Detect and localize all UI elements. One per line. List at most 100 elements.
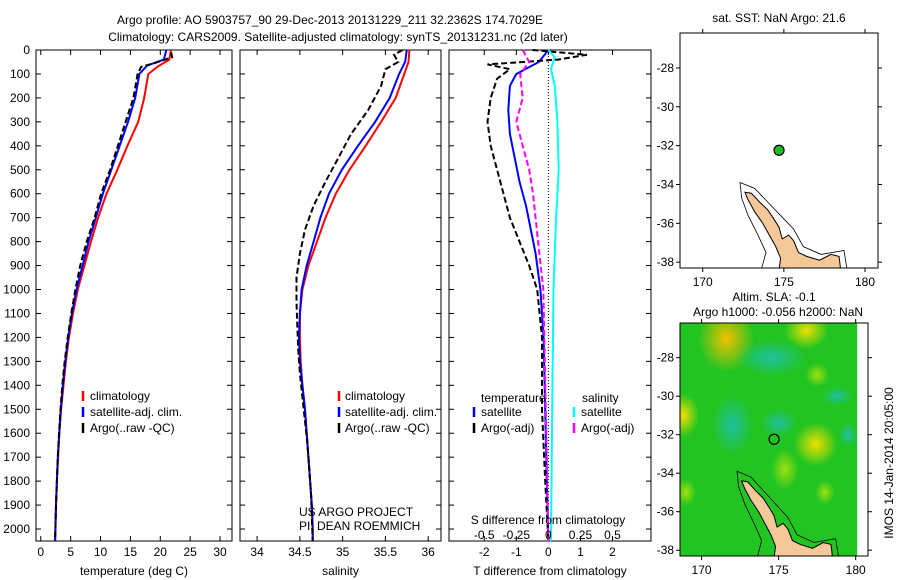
lat-tick-label: -38 xyxy=(657,255,675,269)
x-axis-label: salinity xyxy=(322,564,359,578)
lat-tick-label: -30 xyxy=(657,100,675,114)
panel-temperature: 0100200300400500600700800900100011001200… xyxy=(3,43,233,578)
land-north-island xyxy=(744,191,841,268)
y-tick-label: 200 xyxy=(10,91,30,105)
series-line-satellite-adj-clim- xyxy=(297,49,408,541)
y-tick-label: 1600 xyxy=(3,426,30,440)
y-tick-label: 1100 xyxy=(4,306,30,320)
land-north-island xyxy=(740,480,833,556)
shelf-contour xyxy=(736,470,839,556)
lon-tick-label: 170 xyxy=(692,563,712,577)
x-tick-label: 15 xyxy=(124,545,138,559)
x-tick-label: 0 xyxy=(37,545,44,559)
x-axis-label: temperature (deg C) xyxy=(80,564,188,578)
legend-label: climatology xyxy=(345,389,405,403)
panel-difference: -2 -1 0 1 2 T difference from climatology temp… xyxy=(448,49,652,578)
sla-anomaly-blob xyxy=(680,393,700,438)
sla-anomaly-blob xyxy=(760,409,797,438)
lon-tick-label: 175 xyxy=(769,563,789,577)
map-frame xyxy=(679,322,869,557)
x-tick-label: -2 xyxy=(479,545,490,559)
panel-salinity: 34 34.5 35 35.5 36 salinity climatology satelli… xyxy=(239,49,442,578)
x2-tick-label: 0.25 xyxy=(569,528,593,542)
y-tick-label: 100 xyxy=(10,67,30,81)
x-tick-label: 2 xyxy=(609,545,616,559)
sla-anomaly-blob xyxy=(735,339,806,376)
x-tick-label: 1 xyxy=(577,545,584,559)
project-annotation: US ARGO PROJECT xyxy=(299,505,414,519)
plot-frame xyxy=(35,49,233,542)
x2-tick-label: 0 xyxy=(545,528,552,542)
legend-label: Argo(-adj) xyxy=(581,421,634,435)
map-title-line-2: Argo h1000: -0.056 h2000: NaN xyxy=(693,305,863,319)
y-tick-label: 900 xyxy=(10,259,30,273)
y-tick-label: 1500 xyxy=(3,402,30,416)
x-tick-label: 25 xyxy=(183,545,197,559)
legend-label: climatology xyxy=(90,389,150,403)
y-tick-label: 1200 xyxy=(3,330,30,344)
lon-tick-label: 175 xyxy=(774,275,794,289)
y-tick-label: 1400 xyxy=(3,378,30,392)
plot-frame xyxy=(239,49,442,542)
lat-tick-label: -28 xyxy=(657,61,675,75)
side-stamp: IMOS 14-Jan-2014 20:05:00 xyxy=(882,387,896,539)
sla-anomaly-blob xyxy=(837,422,858,447)
map-sla-map: 170 175 180 -28 -30 -32 -34 -36 -38 Altim. SLA: -… xyxy=(657,290,872,577)
x2-tick-label: 0.5 xyxy=(604,528,621,542)
series-line-climatology xyxy=(54,49,172,542)
plot-frame xyxy=(448,49,652,542)
map-content xyxy=(680,323,868,556)
lat-tick-label: -36 xyxy=(657,216,675,230)
x-tick-label: 34.5 xyxy=(288,545,312,559)
title-line-1: Argo profile: AO 5903757_90 29-Dec-2013 … xyxy=(117,13,543,27)
map-title: sat. SST: NaN Argo: 21.6 xyxy=(712,11,846,25)
y-tick-label: 2000 xyxy=(3,522,30,536)
lat-tick-label: -34 xyxy=(657,177,675,191)
series-line-temperature-satellite xyxy=(507,49,550,542)
pi-annotation: PI: DEAN ROEMMICH xyxy=(299,519,420,533)
legend-title-salinity: salinity xyxy=(582,391,619,405)
series-line-satellite-adj-clim- xyxy=(54,49,168,542)
sla-anomaly-blob xyxy=(680,478,697,507)
y-tick-label: 400 xyxy=(10,139,30,153)
series-line-argo-raw-qc- xyxy=(54,52,174,542)
x-tick-label: -1 xyxy=(511,545,522,559)
x-tick-label: 5 xyxy=(67,545,74,559)
x-tick-label: 20 xyxy=(154,545,168,559)
y-tick-label: 1800 xyxy=(3,474,30,488)
lat-tick-label: -32 xyxy=(657,139,675,153)
y-tick-label: 0 xyxy=(23,43,30,57)
x-tick-label: 0 xyxy=(545,545,552,559)
legend-label: Argo(-adj) xyxy=(481,421,534,435)
x-axis-label: T difference from climatology xyxy=(473,564,627,578)
x-tick-label: 34 xyxy=(250,545,264,559)
x2-tick-label: -0.25 xyxy=(503,528,531,542)
legend-label: satellite-adj. clim. xyxy=(90,405,182,419)
x2-axis-label: S difference from climatology xyxy=(471,513,626,527)
series-line-argo-raw-qc- xyxy=(295,49,403,542)
y-tick-label: 1900 xyxy=(3,498,30,512)
x-tick-label: 35 xyxy=(336,545,350,559)
series-line-salinity-satellite xyxy=(547,49,560,542)
lon-tick-label: 170 xyxy=(693,275,713,289)
sla-anomaly-blob xyxy=(822,386,853,407)
map-title-line-1: Altim. SLA: -0.1 xyxy=(732,290,816,304)
y-tick-label: 700 xyxy=(10,211,30,225)
y-tick-label: 1000 xyxy=(3,283,30,297)
x-tick-label: 35.5 xyxy=(374,545,398,559)
lat-tick-label: -34 xyxy=(657,466,675,480)
y-tick-label: 800 xyxy=(10,235,30,249)
shelf-contour xyxy=(739,181,848,268)
legend-label: satellite-adj. clim. xyxy=(345,405,437,419)
y-tick-label: 1700 xyxy=(3,450,30,464)
legend-label: Argo(..raw -QC) xyxy=(345,421,430,435)
map-sst-map: 170 175 180 -28 -30 -32 -34 -36 -38 sat. SST: NaN… xyxy=(657,11,882,289)
sla-anomaly-blob xyxy=(770,449,799,490)
legend-label: satellite xyxy=(481,405,522,419)
lon-tick-label: 180 xyxy=(855,275,875,289)
sla-anomaly-blob xyxy=(784,323,829,349)
argo-float-marker xyxy=(773,144,785,156)
legend-title-temperature: temperature xyxy=(481,391,546,405)
